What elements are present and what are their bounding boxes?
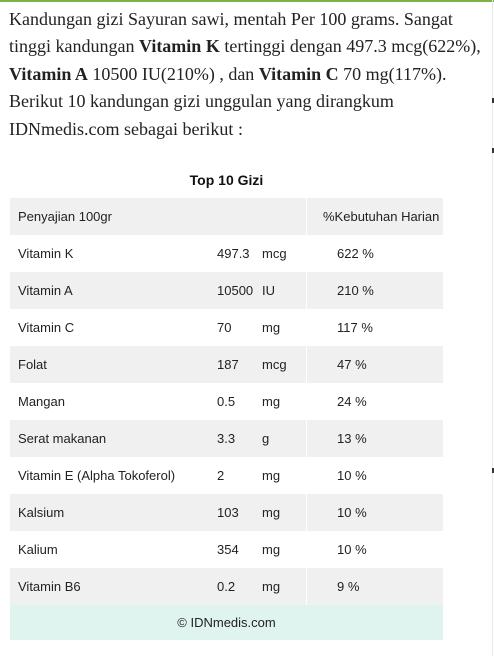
daily-percent: 210 % — [306, 272, 443, 309]
daily-percent: 24 % — [306, 383, 443, 420]
nutrient-amount: 354 mg — [216, 531, 307, 568]
nutrient-name: Kalium — [10, 531, 216, 568]
sidebar-bullet-icon — [492, 98, 494, 103]
amount-unit: mcg — [262, 246, 287, 261]
daily-percent: 47 % — [306, 346, 443, 383]
nutrient-name: Vitamin K — [10, 235, 216, 272]
amount-value: 103 — [217, 505, 239, 520]
amount-unit: mcg — [262, 357, 287, 372]
sidebar-divider — [492, 0, 493, 656]
table-row: Vitamin A 10500 IU 210 % — [10, 272, 443, 309]
daily-percent: 622 % — [306, 235, 443, 272]
table-row: Vitamin K 497.3 mcg 622 % — [10, 235, 443, 272]
table-row: Mangan 0.5 mg 24 % — [10, 383, 443, 420]
nutrient-name: Vitamin E (Alpha Tokoferol) — [10, 457, 216, 494]
intro-text: 10500 IU(210%) , dan — [87, 63, 259, 84]
amount-value: 70 — [217, 320, 232, 335]
nutrient-name: Vitamin A — [10, 272, 216, 309]
amount-unit: mg — [262, 579, 281, 594]
daily-percent: 10 % — [306, 494, 443, 531]
nutrient-name: Serat makanan — [10, 420, 216, 457]
amount-unit: mg — [262, 468, 281, 483]
header-serving: Penyajian 100gr — [10, 198, 307, 235]
header-daily-need: %Kebutuhan Harian — [306, 198, 443, 235]
amount-unit: g — [262, 431, 270, 446]
nutrient-amount: 10500 IU — [216, 272, 307, 309]
intro-text: tertinggi dengan 497.3 mcg(622%), — [219, 36, 481, 57]
table-row: Vitamin B6 0.2 mg 9 % — [10, 568, 443, 605]
amount-value: 497.3 — [217, 246, 250, 261]
amount-value: 187 — [217, 357, 239, 372]
intro-highlight: Vitamin C — [258, 63, 339, 84]
nutrient-name: Vitamin B6 — [10, 568, 216, 605]
amount-value: 354 — [217, 542, 239, 557]
amount-value: 0.2 — [217, 579, 236, 594]
amount-unit: IU — [262, 283, 275, 298]
intro-text: Kandungan gizi Sayuran sawi, mentah Per … — [9, 9, 453, 57]
amount-unit: mg — [262, 505, 281, 520]
amount-value: 2 — [217, 468, 225, 483]
nutrient-amount: 3.3 g — [216, 420, 307, 457]
intro-highlight: Vitamin K — [138, 36, 220, 57]
table-row: Vitamin E (Alpha Tokoferol) 2 mg 10 % — [10, 457, 443, 494]
nutrient-amount: 0.5 mg — [216, 383, 307, 420]
amount-value: 0.5 — [217, 394, 236, 409]
intro-highlight: Vitamin A — [9, 63, 88, 84]
nutrient-name: Kalsium — [10, 494, 216, 531]
nutrient-amount: 0.2 mg — [216, 568, 307, 605]
table-footer-copyright: © IDNmedis.com — [10, 605, 443, 640]
table-row: Kalium 354 mg 10 % — [10, 531, 443, 568]
nutrition-table: Penyajian 100gr %Kebutuhan Harian Vitami… — [10, 198, 443, 605]
table-row: Vitamin C 70 mg 117 % — [10, 309, 443, 346]
table-row: Serat makanan 3.3 g 13 % — [10, 420, 443, 457]
nutrient-name: Mangan — [10, 383, 216, 420]
amount-unit: mg — [262, 394, 281, 409]
daily-percent: 10 % — [306, 531, 443, 568]
table-header-row: Penyajian 100gr %Kebutuhan Harian — [10, 198, 443, 235]
amount-unit: mg — [262, 542, 281, 557]
nutrient-amount: 497.3 mcg — [216, 235, 307, 272]
top-accent-bar — [0, 0, 494, 2]
daily-percent: 13 % — [306, 420, 443, 457]
daily-percent: 10 % — [306, 457, 443, 494]
daily-percent: 117 % — [306, 309, 443, 346]
sidebar-bullet-icon — [492, 468, 494, 473]
nutrient-amount: 187 mcg — [216, 346, 307, 383]
amount-unit: mg — [262, 320, 281, 335]
table-row: Kalsium 103 mg 10 % — [10, 494, 443, 531]
sidebar-bullet-icon — [492, 148, 494, 153]
nutrient-name: Folat — [10, 346, 216, 383]
intro-paragraph: Kandungan gizi Sayuran sawi, mentah Per … — [9, 6, 487, 143]
intro-text: 70 mg(117%). Berikut 10 kandungan gizi u… — [9, 63, 447, 139]
nutrient-amount: 2 mg — [216, 457, 307, 494]
table-row: Folat 187 mcg 47 % — [10, 346, 443, 383]
daily-percent: 9 % — [306, 568, 443, 605]
nutrient-name: Vitamin C — [10, 309, 216, 346]
amount-value: 3.3 — [217, 431, 236, 446]
table-title: Top 10 Gizi — [189, 172, 264, 188]
nutrient-amount: 103 mg — [216, 494, 307, 531]
amount-value: 10500 — [217, 283, 254, 298]
nutrient-amount: 70 mg — [216, 309, 307, 346]
